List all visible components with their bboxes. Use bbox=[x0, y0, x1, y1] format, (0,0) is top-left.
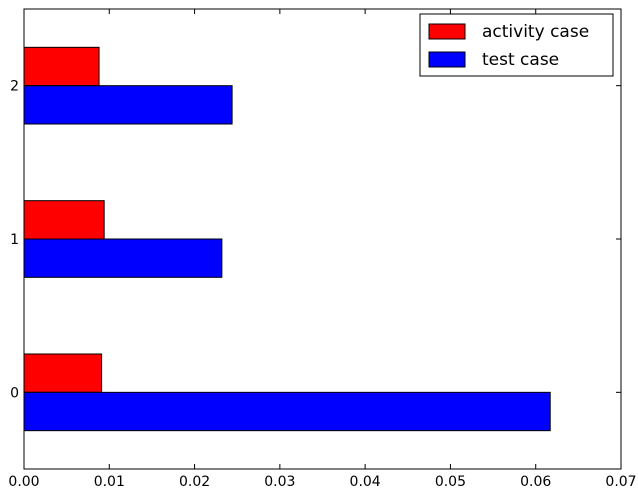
bar-test-case-0 bbox=[23, 391, 551, 432]
axes-layer: 0.00 0.01 0.02 0.03 0.04 0.05 0.06 0.07 0 1 2 bbox=[8, 8, 637, 488]
y-tick-label-0: 0 bbox=[10, 385, 19, 401]
legend-label-test-case: test case bbox=[482, 50, 559, 70]
x-tick-label-0.06: 0.06 bbox=[520, 474, 551, 488]
legend-swatch-activity-case bbox=[428, 23, 466, 40]
y-tick-label-1: 1 bbox=[10, 232, 19, 248]
x-tick-label-0.04: 0.04 bbox=[350, 474, 381, 488]
x-tick-label-0.03: 0.03 bbox=[264, 474, 295, 488]
bar-test-case-1 bbox=[23, 238, 223, 278]
x-tick-label-0.00: 0.00 bbox=[8, 474, 39, 488]
x-tick-label-0.07: 0.07 bbox=[605, 474, 636, 488]
bar-test-case-2 bbox=[23, 85, 233, 125]
y-tick-label-2: 2 bbox=[10, 79, 19, 95]
legend: activity case test case bbox=[419, 13, 614, 77]
bar-activity-case-0 bbox=[23, 353, 103, 393]
bars-layer bbox=[23, 46, 551, 432]
bar-activity-case-2 bbox=[23, 46, 100, 87]
x-tick-label-0.01: 0.01 bbox=[94, 474, 125, 488]
x-tick-label-0.02: 0.02 bbox=[179, 474, 210, 488]
legend-swatch-test-case bbox=[428, 51, 466, 68]
bar-activity-case-1 bbox=[23, 200, 105, 240]
x-tick-label-0.05: 0.05 bbox=[435, 474, 466, 488]
legend-label-activity-case: activity case bbox=[482, 22, 589, 42]
